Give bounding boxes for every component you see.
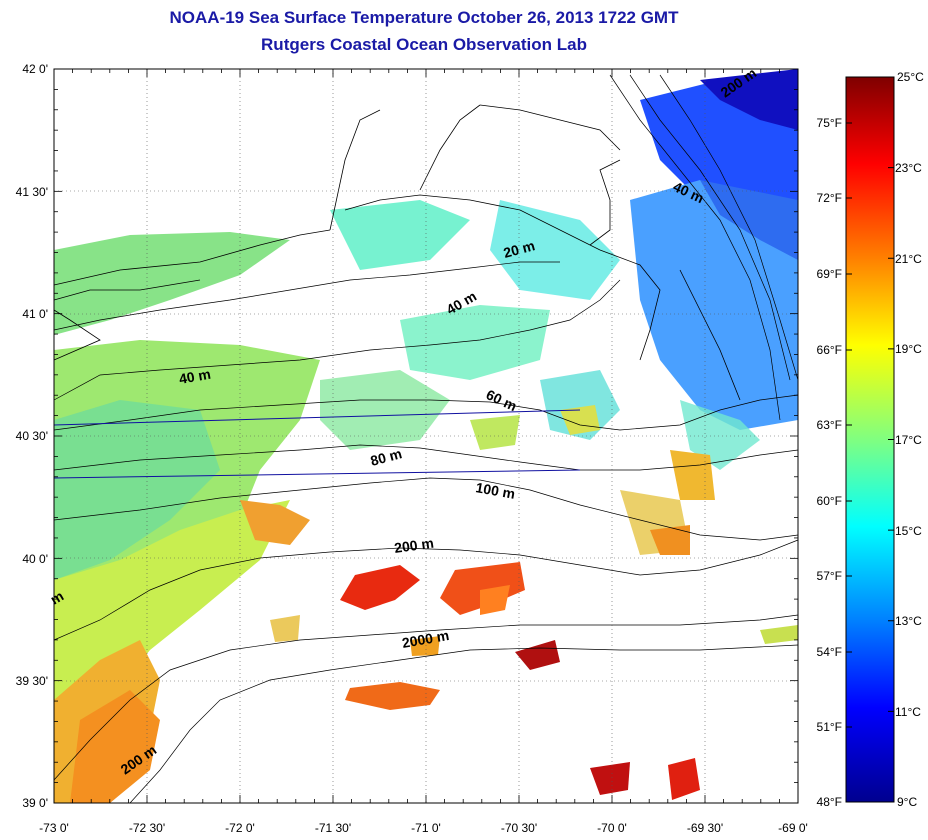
lon-label: -69 0' — [778, 821, 808, 835]
lat-label: 39 0' — [22, 796, 48, 810]
lat-label: 40 30' — [16, 429, 48, 443]
depth-label: 60 m — [484, 386, 520, 414]
celsius-label: 25°C — [897, 70, 924, 84]
celsius-label: 9°C — [897, 795, 917, 809]
lat-label: 40 0' — [22, 552, 48, 566]
sst-imagery — [54, 69, 798, 803]
lon-label: -72 0' — [225, 821, 255, 835]
fahrenheit-label: 66°F — [817, 343, 842, 357]
depth-label: 20 m — [502, 237, 537, 261]
lon-label: -73 0' — [39, 821, 69, 835]
depth-label: 200 m — [393, 535, 435, 556]
depth-label: 80 m — [369, 445, 404, 469]
lon-label: -69 30' — [687, 821, 723, 835]
lon-label: -70 0' — [597, 821, 627, 835]
colorbar-ticks — [846, 76, 894, 803]
lat-label: 39 30' — [16, 674, 48, 688]
lat-label: 41 0' — [22, 307, 48, 321]
lon-label: -71 0' — [411, 821, 441, 835]
fahrenheit-label: 69°F — [817, 267, 842, 281]
lat-label: 42 0' — [22, 62, 48, 76]
map-title: NOAA-19 Sea Surface Temperature October … — [169, 8, 679, 27]
frame-ticks — [53, 68, 799, 804]
lon-label: -71 30' — [315, 821, 351, 835]
depth-label: 100 m — [474, 479, 516, 502]
depth-contours — [53, 74, 799, 804]
celsius-label: 23°C — [895, 161, 922, 175]
celsius-label: 15°C — [895, 524, 922, 538]
graticule — [54, 69, 798, 803]
colorbar — [845, 76, 895, 803]
celsius-label: 13°C — [895, 614, 922, 628]
fahrenheit-label: 54°F — [817, 645, 842, 659]
fahrenheit-label: 48°F — [817, 795, 842, 809]
lon-label: -70 30' — [501, 821, 537, 835]
lon-labels: -73 0' -72 30' -72 0' -71 30' -71 0' -70… — [39, 821, 808, 835]
lat-label: 41 30' — [16, 185, 48, 199]
coastline — [53, 104, 741, 401]
map-subtitle: Rutgers Coastal Ocean Observation Lab — [261, 35, 587, 54]
fahrenheit-labels: 75°F 72°F 69°F 66°F 63°F 60°F 57°F 54°F … — [817, 116, 842, 809]
depth-label: 40 m — [178, 366, 212, 387]
fahrenheit-label: 60°F — [817, 494, 842, 508]
fahrenheit-label: 63°F — [817, 418, 842, 432]
fahrenheit-label: 57°F — [817, 569, 842, 583]
celsius-label: 11°C — [895, 705, 921, 719]
fahrenheit-label: 72°F — [817, 191, 842, 205]
celsius-labels: 25°C 23°C 21°C 19°C 17°C 15°C 13°C 11°C … — [895, 70, 924, 809]
transect-lines — [53, 409, 581, 479]
fahrenheit-label: 51°F — [817, 720, 842, 734]
celsius-label: 19°C — [895, 342, 922, 356]
celsius-label: 17°C — [895, 433, 922, 447]
lat-labels: 42 0' 41 30' 41 0' 40 30' 40 0' 39 30' 3… — [16, 62, 48, 810]
fahrenheit-label: 75°F — [817, 116, 842, 130]
lon-label: -72 30' — [129, 821, 165, 835]
depth-label-group: 20 m 40 m 40 m 40 m 60 m 80 m 100 m 200 … — [48, 65, 760, 778]
celsius-label: 21°C — [895, 252, 922, 266]
